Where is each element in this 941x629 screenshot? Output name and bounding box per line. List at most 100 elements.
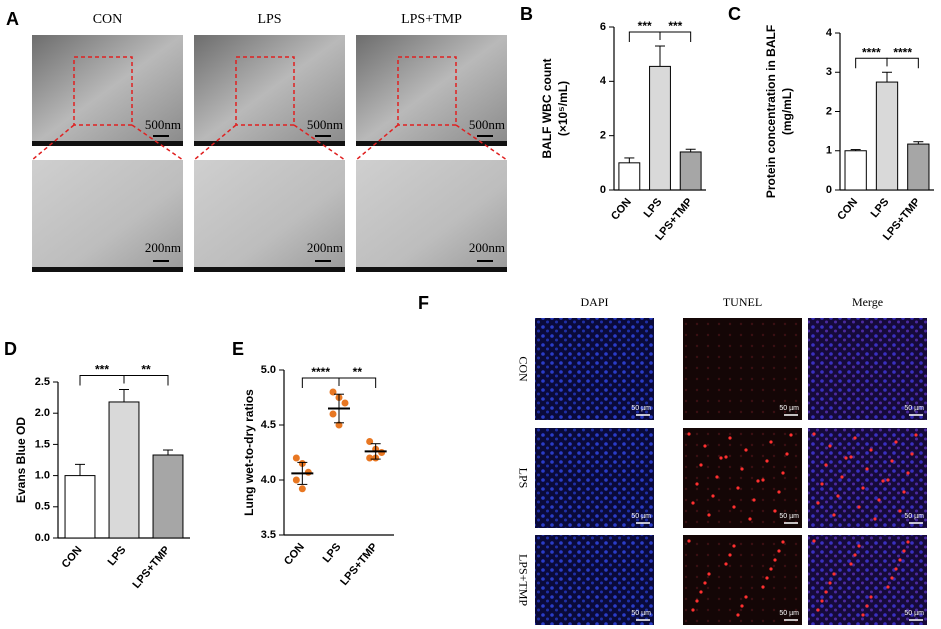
tunel-spot	[816, 501, 820, 505]
tunel-spot	[756, 479, 760, 483]
tunel-spot	[736, 486, 740, 490]
tunel-spot	[865, 467, 869, 471]
tunel-spot	[773, 509, 777, 513]
bar	[844, 150, 867, 191]
tunel-spot	[894, 440, 898, 444]
data-point	[329, 410, 337, 418]
x-tick-label: LPS	[321, 541, 344, 565]
column-label: LPS+TMP	[401, 12, 462, 27]
tunel-spot	[853, 436, 857, 440]
panel-letter: B	[520, 4, 533, 24]
tunel-spot	[873, 517, 877, 521]
y-axis-label: Lung wet-to-dry ratios	[242, 389, 256, 516]
zoom-line	[355, 124, 399, 161]
tunel-spot	[857, 544, 861, 548]
significance-label: ****	[862, 45, 881, 59]
tunel-spot	[703, 581, 707, 585]
tunel-spot	[769, 567, 773, 571]
tunel-spot	[865, 604, 869, 608]
y-tick-label: 1	[826, 145, 832, 157]
tunel-spot	[732, 505, 736, 509]
data-point	[292, 476, 300, 484]
tunel-spot	[886, 585, 890, 589]
significance-bracket	[855, 57, 888, 69]
tunel-spot	[781, 540, 785, 544]
tunel-spot	[820, 482, 824, 486]
x-tick-label: LPS+TMP	[131, 544, 173, 591]
image-strip	[194, 267, 345, 272]
tem-image	[32, 160, 183, 272]
data-point	[292, 454, 300, 462]
tem-image	[356, 160, 507, 272]
tunel-spot	[844, 456, 848, 460]
tunel-spot	[836, 494, 840, 498]
scale-label: 50 µm	[904, 513, 924, 520]
y-axis-label: BALF WBC count	[540, 59, 554, 159]
tunel-spot	[728, 553, 732, 557]
tunel-spot	[906, 540, 910, 544]
x-tick-label: LPS	[642, 196, 665, 220]
scale-label: 200nm	[145, 240, 181, 255]
scale-label: 200nm	[307, 240, 343, 255]
tunel-spot	[777, 490, 781, 494]
column-label: DAPI	[580, 295, 608, 309]
significance-label: ***	[95, 363, 109, 377]
tunel-spot	[781, 471, 785, 475]
y-tick-label: 0.0	[35, 532, 50, 544]
panel-letter: F	[418, 293, 429, 313]
tunel-spot	[687, 539, 691, 543]
y-tick-label: 4	[826, 27, 833, 39]
zoom-box	[235, 56, 295, 126]
significance-bracket	[628, 31, 661, 43]
tunel-spot	[853, 553, 857, 557]
y-tick-label: 6	[600, 21, 606, 33]
tunel-spot	[816, 608, 820, 612]
tunel-spot	[724, 562, 728, 566]
x-tick-label: CON	[282, 541, 307, 567]
tunel-spot	[914, 433, 918, 437]
tunel-spot	[886, 478, 890, 482]
panel-letter: A	[6, 9, 19, 29]
tunel-spot	[869, 595, 873, 599]
x-tick-label: LPS	[106, 544, 129, 568]
data-point	[341, 399, 349, 407]
scale-label: 50 µm	[779, 610, 799, 617]
tunel-spot	[732, 544, 736, 548]
row-label: LPS+TMP	[516, 554, 530, 606]
tunel-spot	[849, 455, 853, 459]
y-tick-label: 2.0	[35, 407, 50, 419]
significance-label: **	[353, 365, 363, 379]
data-point	[366, 454, 374, 462]
significance-bracket	[659, 31, 692, 43]
image-strip	[356, 267, 507, 272]
tunel-spot	[728, 436, 732, 440]
y-axis-label: Evans Blue OD	[14, 417, 28, 503]
tunel-spot	[744, 595, 748, 599]
tunel-spot	[828, 581, 832, 585]
significance-label: ****	[893, 45, 912, 59]
significance-bracket	[301, 377, 340, 388]
tunel-spot	[861, 613, 865, 617]
significance-bracket	[123, 374, 169, 386]
bar	[64, 475, 96, 539]
tunel-spot	[699, 463, 703, 467]
column-label: CON	[93, 12, 123, 27]
y-tick-label: 1.0	[35, 470, 50, 482]
scale-label: 50 µm	[779, 405, 799, 412]
y-tick-label: 0	[600, 184, 606, 196]
tunel-spot	[824, 463, 828, 467]
image-strip	[32, 267, 183, 272]
tunel-spot	[785, 452, 789, 456]
significance-label: ***	[638, 19, 652, 33]
bar	[108, 401, 140, 539]
tunel-spot	[824, 590, 828, 594]
tunel-spot	[703, 444, 707, 448]
tunel-spot	[890, 576, 894, 580]
y-tick-label: 4.5	[261, 419, 276, 431]
panel-letter: D	[4, 339, 17, 359]
row-label: LPS	[516, 468, 530, 489]
tunel-spot	[744, 448, 748, 452]
scale-label: 50 µm	[904, 610, 924, 617]
fluorescence-image	[808, 318, 927, 420]
